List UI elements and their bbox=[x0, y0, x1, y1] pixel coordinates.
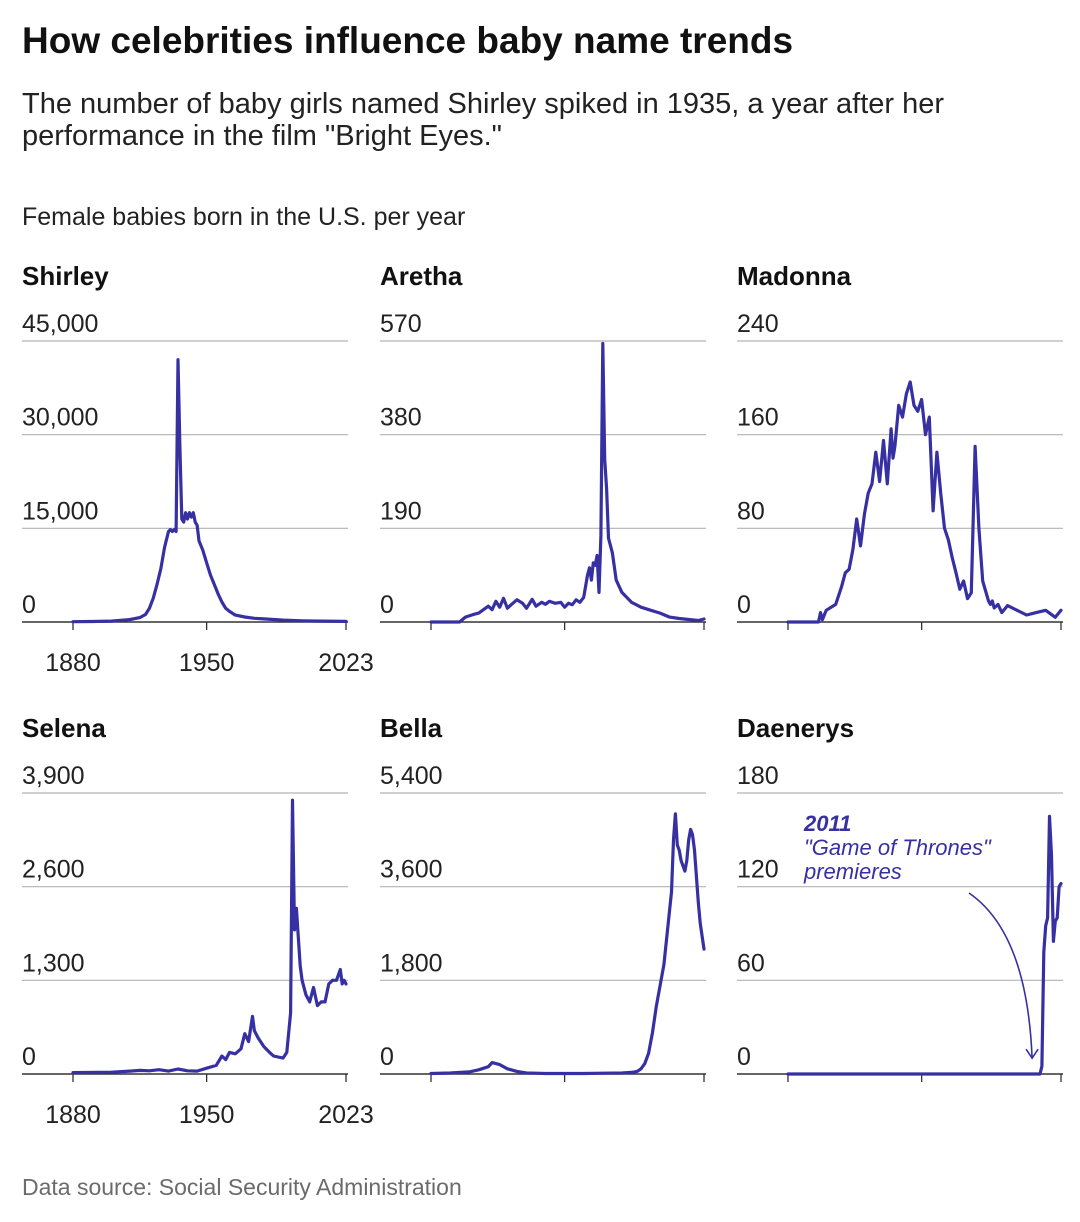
x-tick-label: 2023 bbox=[318, 649, 374, 677]
y-tick-label: 80 bbox=[737, 497, 765, 525]
series-line bbox=[71, 358, 348, 624]
y-tick-label: 1,800 bbox=[380, 949, 443, 977]
panel-title: Madonna bbox=[737, 261, 852, 291]
y-tick-label: 0 bbox=[22, 1043, 36, 1071]
annotation-year: 2011 bbox=[803, 811, 851, 836]
y-tick-label: 1,300 bbox=[22, 949, 85, 977]
series-line bbox=[786, 814, 1063, 1076]
y-tick-label: 3,600 bbox=[380, 856, 443, 884]
x-tick-label: 1880 bbox=[45, 649, 101, 677]
panel-title: Bella bbox=[380, 713, 443, 743]
annotation-arrow bbox=[968, 892, 1033, 1059]
panel-title: Shirley bbox=[22, 261, 109, 291]
y-tick-label: 15,000 bbox=[22, 497, 98, 525]
y-tick-label: 3,900 bbox=[22, 762, 85, 790]
annotation-text: "Game of Thrones" bbox=[804, 835, 992, 860]
unit-label: Female babies born in the U.S. per year bbox=[22, 203, 466, 231]
y-tick-label: 2,600 bbox=[22, 856, 85, 884]
panel-title: Daenerys bbox=[737, 713, 854, 743]
y-tick-label: 120 bbox=[737, 856, 779, 884]
y-tick-label: 240 bbox=[737, 310, 779, 338]
y-tick-label: 0 bbox=[22, 591, 36, 619]
chart-title: How celebrities influence baby name tren… bbox=[22, 20, 794, 61]
panel-title: Aretha bbox=[380, 261, 463, 291]
panel-title: Selena bbox=[22, 713, 106, 743]
y-tick-label: 0 bbox=[737, 591, 751, 619]
x-tick-label: 1950 bbox=[179, 649, 235, 677]
y-tick-label: 190 bbox=[380, 497, 422, 525]
chart-subtitle: The number of baby girls named Shirley s… bbox=[22, 88, 945, 152]
y-tick-label: 0 bbox=[380, 591, 394, 619]
y-tick-label: 180 bbox=[737, 762, 779, 790]
y-tick-label: 45,000 bbox=[22, 310, 98, 338]
y-tick-label: 570 bbox=[380, 310, 422, 338]
y-tick-label: 160 bbox=[737, 404, 779, 432]
annotation-text: premieres bbox=[803, 859, 902, 884]
series-line bbox=[786, 380, 1063, 624]
y-tick-label: 30,000 bbox=[22, 404, 98, 432]
series-line bbox=[429, 812, 706, 1076]
y-tick-label: 0 bbox=[737, 1043, 751, 1071]
series-line bbox=[71, 798, 348, 1075]
y-tick-label: 0 bbox=[380, 1043, 394, 1071]
series-line bbox=[429, 341, 706, 624]
y-tick-label: 60 bbox=[737, 949, 765, 977]
x-tick-label: 1950 bbox=[179, 1101, 235, 1129]
x-tick-label: 1880 bbox=[45, 1101, 101, 1129]
y-tick-label: 5,400 bbox=[380, 762, 443, 790]
x-tick-label: 2023 bbox=[318, 1101, 374, 1129]
data-source: Data source: Social Security Administrat… bbox=[22, 1174, 462, 1200]
annotation-arrowhead bbox=[1025, 1048, 1039, 1060]
y-tick-label: 380 bbox=[380, 404, 422, 432]
